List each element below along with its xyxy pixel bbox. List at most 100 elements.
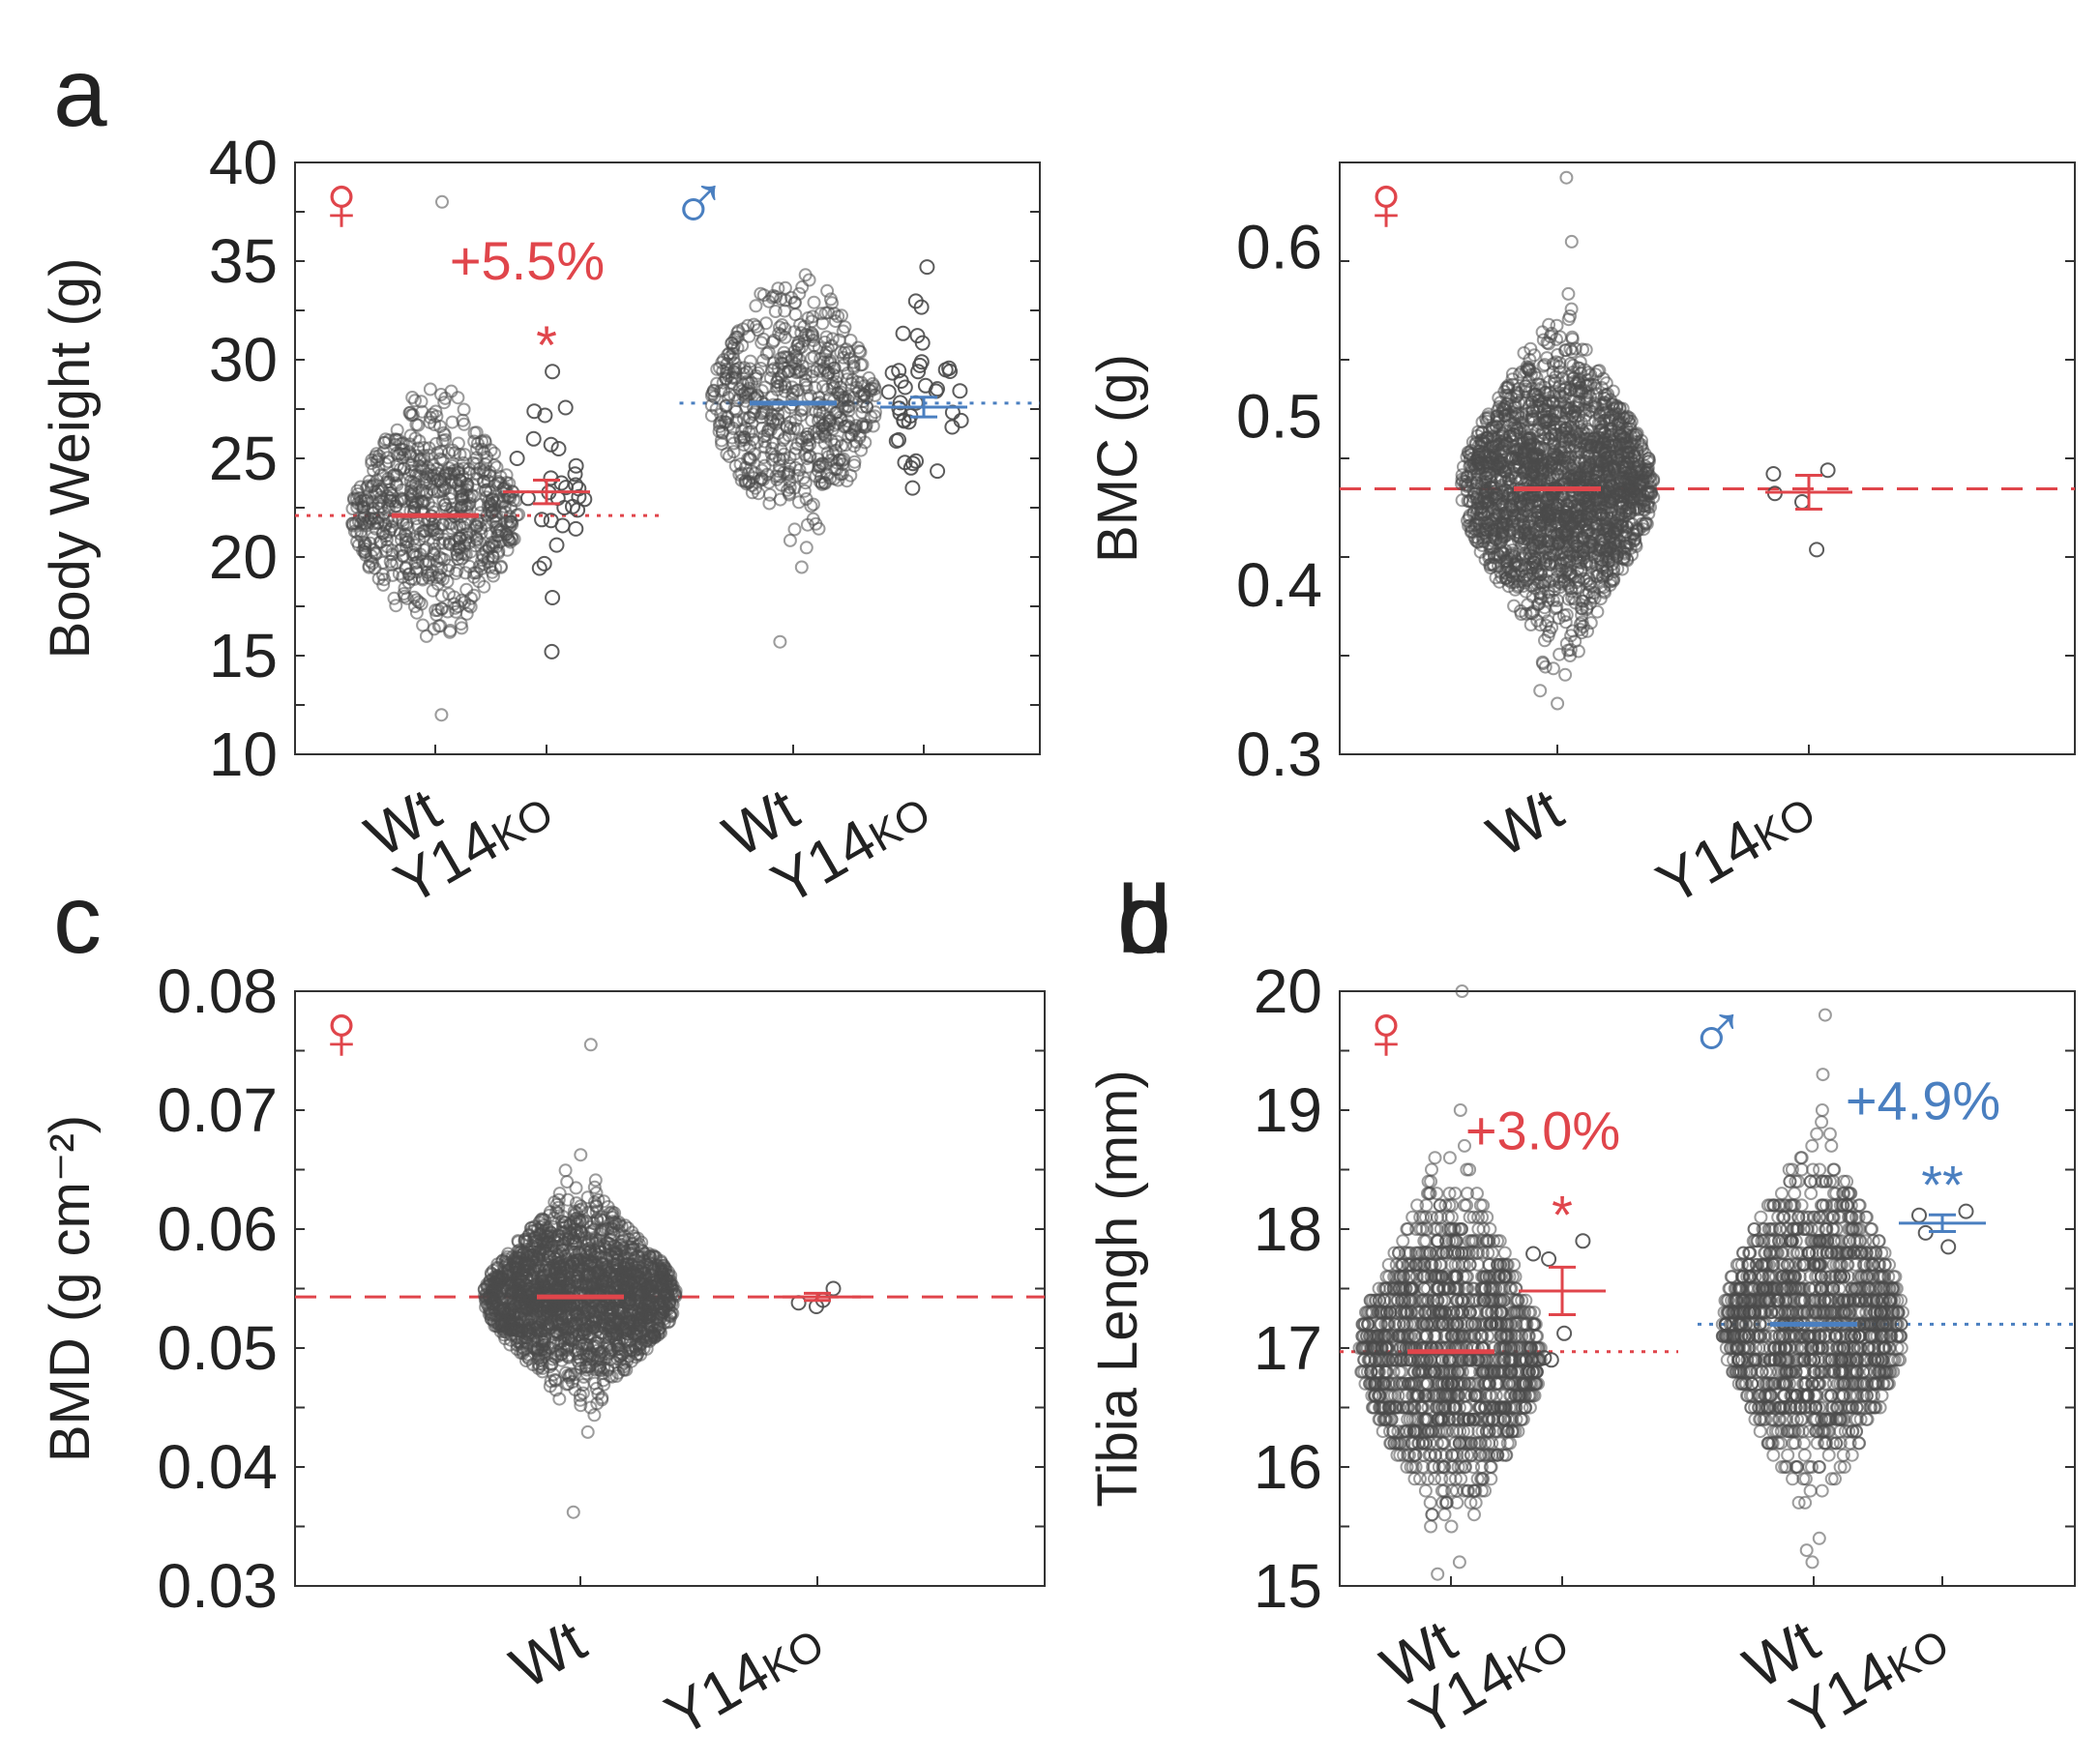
data-point [433, 472, 447, 486]
data-point [930, 381, 945, 397]
data-point [796, 471, 811, 485]
data-point [366, 479, 380, 493]
data-point [840, 342, 853, 357]
data-point [485, 505, 499, 519]
data-point [568, 457, 584, 474]
data-point [474, 513, 488, 528]
data-point [840, 372, 854, 387]
data-point [481, 483, 495, 497]
scatter-points [477, 1038, 842, 1519]
y-tick-label: 0.04 [157, 1432, 278, 1502]
data-point [768, 305, 783, 318]
data-point [754, 384, 769, 398]
data-point [766, 436, 781, 451]
data-point [470, 442, 484, 456]
data-point [756, 332, 771, 346]
data-point [429, 571, 443, 585]
data-point [488, 446, 501, 460]
data-point [485, 565, 499, 579]
significance-stars: * [536, 314, 557, 375]
data-point [864, 410, 878, 425]
data-point [536, 555, 552, 572]
y-tick-label: 0.3 [1236, 719, 1322, 789]
data-point [832, 333, 846, 347]
x-category-label: Y14KO [655, 1607, 834, 1749]
axes-box [1339, 161, 2076, 755]
data-point [740, 383, 754, 397]
male-symbol-icon: ♂ [669, 160, 729, 248]
data-point [913, 299, 930, 315]
data-point [795, 279, 810, 294]
data-point [730, 340, 745, 355]
data-point [766, 356, 781, 370]
data-point [783, 415, 797, 429]
data-point [784, 290, 799, 305]
data-point [1561, 286, 1576, 301]
data-point [531, 560, 547, 576]
data-point [773, 634, 787, 649]
data-point [739, 366, 754, 379]
data-point [483, 464, 497, 479]
data-point [451, 391, 465, 405]
data-point [737, 438, 752, 453]
data-point [787, 325, 802, 339]
data-point [843, 427, 858, 442]
data-point [1765, 466, 1782, 482]
data-point [750, 435, 764, 450]
data-point [792, 286, 807, 301]
data-point [805, 314, 819, 329]
data-point [783, 533, 797, 547]
data-point [919, 259, 935, 276]
data-point [574, 1148, 588, 1162]
data-point [478, 433, 492, 448]
data-point [407, 590, 422, 604]
data-point [354, 529, 369, 543]
data-point [884, 365, 901, 381]
data-point [458, 498, 472, 513]
data-point [544, 643, 560, 660]
data-point [426, 583, 440, 598]
data-point [1794, 494, 1810, 510]
data-point [790, 383, 805, 397]
data-point [550, 441, 567, 456]
data-point [443, 505, 458, 519]
data-point [1533, 684, 1548, 698]
data-point [930, 463, 946, 480]
y-tick-label: 0.4 [1236, 550, 1322, 620]
data-point [365, 453, 379, 467]
data-point [580, 1424, 595, 1439]
data-point [568, 520, 584, 537]
data-point [558, 1163, 573, 1178]
data-point [800, 440, 814, 454]
data-point [455, 593, 469, 607]
data-point [888, 433, 904, 449]
data-point [407, 506, 421, 520]
data-point [772, 459, 786, 474]
category-main: Wt [1477, 776, 1574, 870]
data-point [353, 491, 368, 506]
data-point [827, 307, 842, 321]
data-point [813, 307, 828, 321]
data-point [804, 499, 818, 513]
y-tick-label: 15 [209, 621, 278, 690]
data-point [721, 368, 735, 383]
data-point [789, 351, 804, 366]
data-point [370, 515, 385, 530]
data-point [403, 493, 418, 508]
data-point [396, 548, 410, 563]
data-point [781, 483, 795, 497]
data-point [727, 388, 742, 402]
data-point [408, 394, 422, 408]
data-point [1809, 542, 1825, 558]
data-point [398, 527, 412, 542]
data-point [757, 434, 772, 449]
data-point [801, 310, 815, 325]
data-point [726, 436, 741, 451]
data-point [749, 371, 763, 386]
data-point [794, 326, 809, 340]
data-point [801, 328, 815, 342]
data-point [415, 404, 429, 419]
data-point [571, 481, 587, 497]
data-point [793, 364, 808, 377]
